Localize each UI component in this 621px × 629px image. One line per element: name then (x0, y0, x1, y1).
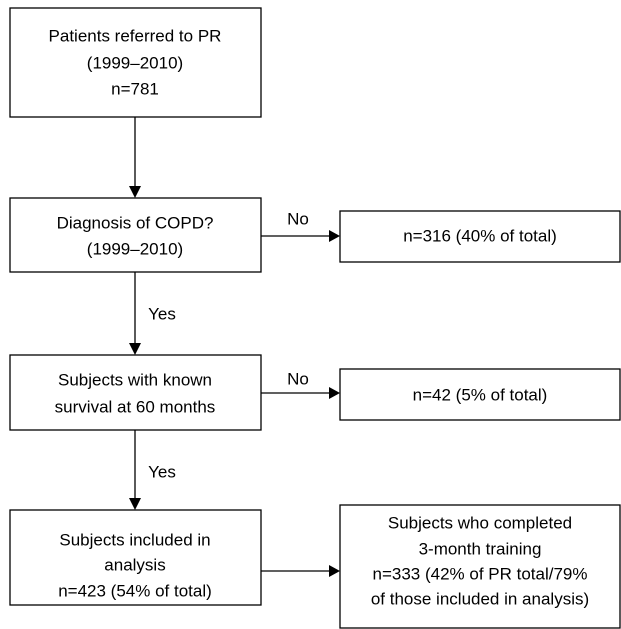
node-text: n=316 (40% of total) (403, 226, 557, 245)
box (339, 210, 621, 263)
arrows (129, 117, 340, 577)
node-text: Subjects with known (58, 370, 212, 389)
node-text: Diagnosis of COPD? (57, 213, 214, 232)
node-text: analysis (104, 555, 165, 574)
arrow-head (329, 230, 340, 242)
node-text: n=42 (5% of total) (413, 385, 548, 404)
edge-label: No (287, 369, 309, 388)
node-text: Patients referred to PR (49, 26, 222, 45)
box (9, 354, 262, 431)
node-text: (1999–2010) (87, 239, 183, 258)
node-text: of those included in analysis) (371, 589, 589, 608)
node-text: (1999–2010) (87, 53, 183, 72)
arrow-head (129, 498, 141, 510)
box (339, 504, 621, 629)
box (9, 509, 262, 606)
node-text: n=333 (42% of PR total/79% (373, 564, 588, 583)
box (339, 368, 621, 421)
box (9, 7, 262, 118)
boxes (9, 7, 621, 629)
labels: Patients referred to PR (1999–2010) n=781 D… (49, 26, 590, 608)
arrow-head (129, 186, 141, 198)
node-text: 3-month training (419, 539, 542, 558)
arrow-head (329, 565, 340, 577)
node-text: n=781 (111, 79, 159, 98)
node-text: survival at 60 months (55, 397, 216, 416)
edge-label: Yes (148, 304, 176, 323)
arrow-head (129, 343, 141, 355)
node-text: Subjects included in (59, 530, 210, 549)
edge-label: No (287, 209, 309, 228)
edge-label: Yes (148, 462, 176, 481)
node-text: n=423 (54% of total) (58, 581, 212, 600)
arrow-head (329, 387, 340, 399)
box (9, 197, 262, 273)
node-text: Subjects who completed (388, 513, 572, 532)
